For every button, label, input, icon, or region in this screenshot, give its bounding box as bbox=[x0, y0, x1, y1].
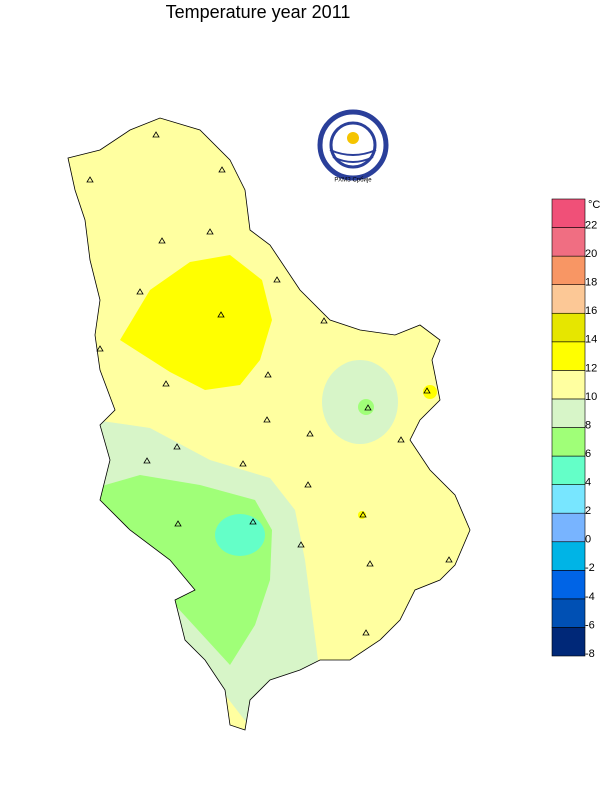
legend-unit: °C bbox=[588, 199, 600, 211]
zone-6-8 bbox=[95, 475, 272, 665]
station bbox=[218, 166, 226, 173]
zone-4-6 bbox=[215, 514, 265, 556]
logo-sun bbox=[347, 132, 359, 144]
legend-swatch bbox=[551, 512, 586, 543]
legend-swatch bbox=[551, 570, 586, 600]
legend-swatch bbox=[551, 627, 586, 657]
legend-swatch bbox=[551, 398, 586, 428]
logo-ring bbox=[317, 109, 389, 181]
logo-text: РХМЗ Србије bbox=[334, 178, 372, 184]
legend-tick-label: 20 bbox=[585, 248, 597, 260]
station bbox=[239, 460, 247, 467]
station bbox=[136, 288, 144, 295]
zone-12-14 bbox=[423, 385, 437, 399]
legend-tick-label: 6 bbox=[585, 448, 591, 460]
legend-swatch bbox=[551, 598, 586, 628]
station bbox=[397, 436, 405, 443]
station bbox=[366, 560, 374, 567]
legend-swatch bbox=[551, 370, 586, 400]
station bbox=[362, 629, 370, 636]
logo: РХМЗ Србије bbox=[317, 109, 389, 184]
legend-swatch bbox=[551, 255, 586, 285]
logo-ring bbox=[329, 121, 377, 169]
station bbox=[273, 276, 281, 283]
title: Temperature year 2011 bbox=[166, 2, 351, 22]
legend-tick-label: 2 bbox=[585, 505, 591, 517]
station bbox=[143, 457, 151, 464]
legend-tick-label: 10 bbox=[585, 391, 597, 403]
legend-tick-label: -8 bbox=[585, 648, 595, 660]
zone-12-14 bbox=[120, 255, 272, 390]
legend-swatch bbox=[551, 484, 586, 514]
station bbox=[174, 520, 182, 527]
station bbox=[306, 430, 314, 437]
station bbox=[158, 237, 166, 244]
station bbox=[304, 481, 312, 488]
legend-tick-label: 16 bbox=[585, 305, 597, 317]
map-fill bbox=[68, 118, 470, 730]
zone-6-8 bbox=[358, 399, 374, 415]
station bbox=[364, 404, 372, 411]
legend-swatch bbox=[551, 427, 586, 457]
legend-tick-label: 4 bbox=[585, 477, 591, 489]
legend-tick-label: 14 bbox=[585, 334, 597, 346]
station bbox=[217, 311, 225, 318]
stations bbox=[86, 131, 453, 636]
station bbox=[320, 317, 328, 324]
legend-swatch bbox=[551, 284, 586, 314]
station bbox=[152, 131, 160, 138]
station bbox=[162, 380, 170, 387]
station bbox=[86, 176, 94, 183]
station bbox=[297, 541, 305, 548]
legend-swatch bbox=[551, 455, 586, 485]
legend-tick-label: -6 bbox=[585, 619, 595, 631]
legend-swatch bbox=[551, 312, 586, 343]
station bbox=[249, 518, 257, 525]
legend-swatch bbox=[551, 198, 586, 228]
legend-tick-label: -2 bbox=[585, 562, 595, 574]
station bbox=[359, 511, 367, 518]
legend-tick-label: 12 bbox=[585, 362, 597, 374]
station bbox=[263, 416, 271, 423]
legend-swatch bbox=[551, 541, 586, 571]
legend-tick-label: 0 bbox=[585, 534, 591, 546]
station bbox=[445, 556, 453, 563]
legend-swatch bbox=[551, 227, 586, 257]
legend: °C -8 -6 -4 -2 0 2 4 6 8 10 12 14 16 18 20 22 bbox=[551, 198, 600, 660]
station bbox=[206, 228, 214, 235]
legend-tick-label: -4 bbox=[585, 591, 595, 603]
station bbox=[173, 443, 181, 450]
station bbox=[96, 345, 104, 352]
legend-tick-label: 22 bbox=[585, 219, 597, 231]
station bbox=[264, 371, 272, 378]
legend-tick-label: 18 bbox=[585, 277, 597, 289]
zone-10-12 bbox=[68, 118, 470, 730]
legend-swatch bbox=[551, 341, 586, 371]
legend-tick-label: 8 bbox=[585, 419, 591, 431]
logo-waves bbox=[329, 149, 377, 163]
station bbox=[423, 387, 431, 394]
